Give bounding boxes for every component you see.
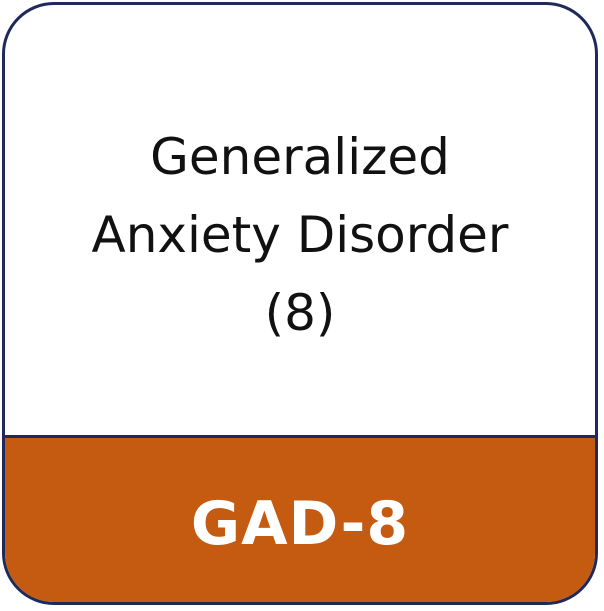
assessment-code: GAD-8 (190, 489, 410, 559)
assessment-title: Generalized Anxiety Disorder (8) (92, 94, 509, 352)
code-band: GAD-8 (5, 435, 595, 602)
title-line-3: (8) (264, 284, 336, 342)
title-line-2: Anxiety Disorder (91, 206, 509, 264)
title-line-1: Generalized (150, 128, 450, 186)
assessment-card[interactable]: Generalized Anxiety Disorder (8) GAD-8 (2, 2, 598, 605)
title-area: Generalized Anxiety Disorder (8) (5, 5, 595, 441)
